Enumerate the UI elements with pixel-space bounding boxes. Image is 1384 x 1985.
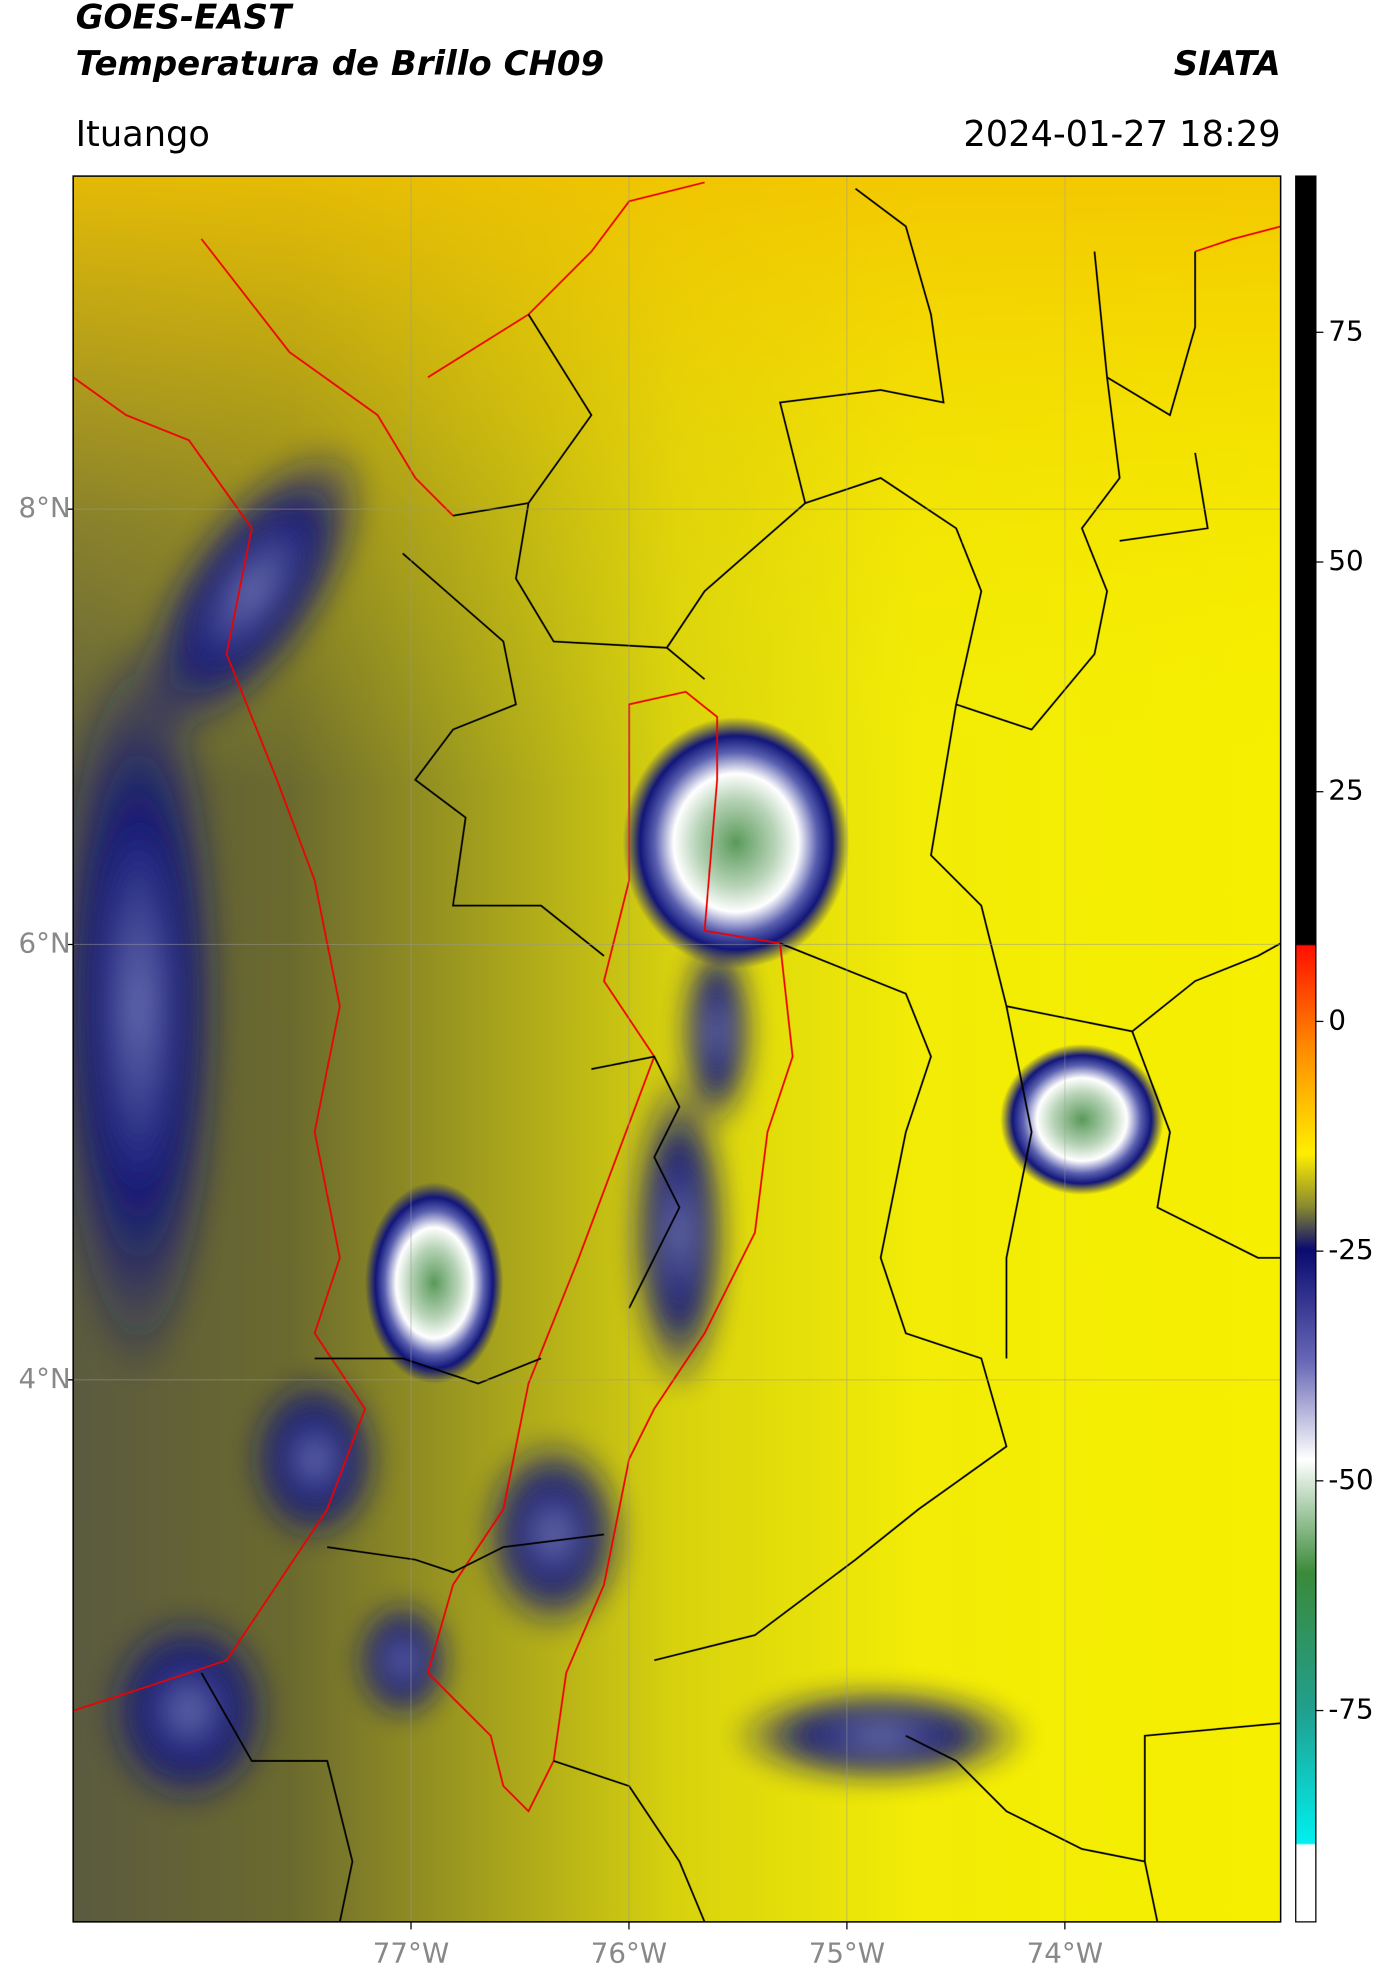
storm-cell <box>1000 1043 1164 1195</box>
lat-label: 8°N <box>19 491 71 524</box>
border-red <box>200 181 705 517</box>
colorbar-label: -50 <box>1328 1463 1373 1496</box>
colorbar-label: -25 <box>1328 1233 1373 1266</box>
location: Ituango <box>76 114 210 155</box>
colorbar-label: -75 <box>1328 1693 1373 1726</box>
lat-label: 6°N <box>19 927 71 960</box>
colorbar-label: 25 <box>1328 774 1363 807</box>
colorbar <box>1295 175 1317 1923</box>
source: SIATA <box>1174 44 1281 84</box>
title-line1: GOES-EAST <box>76 0 294 37</box>
lon-label: 76°W <box>591 1937 667 1970</box>
colorbar-label: 75 <box>1328 314 1363 347</box>
satellite-image <box>73 176 1281 1922</box>
lon-label: 77°W <box>373 1937 449 1970</box>
lon-label: 74°W <box>1027 1937 1103 1970</box>
map-frame <box>72 175 1282 1923</box>
colorbar-label: 50 <box>1328 544 1363 577</box>
graticule: 77°W 76°W 75°W 74°W 8°N 6°N 4°N <box>19 176 1281 1970</box>
storm-cell <box>364 1182 504 1384</box>
storm-cell <box>622 716 850 969</box>
border-red <box>73 376 366 1712</box>
border-black <box>514 187 1281 1033</box>
border-red <box>1194 225 1281 253</box>
lon-label: 75°W <box>809 1937 885 1970</box>
title-line2: Temperatura de Brillo CH09 <box>76 44 604 84</box>
colorbar-ticks: 75 50 25 0 -25 -50 -75 <box>1315 314 1374 1726</box>
datetime: 2024-01-27 18:29 <box>963 114 1280 155</box>
lat-label: 4°N <box>19 1362 71 1395</box>
colorbar-label: 0 <box>1328 1003 1346 1036</box>
